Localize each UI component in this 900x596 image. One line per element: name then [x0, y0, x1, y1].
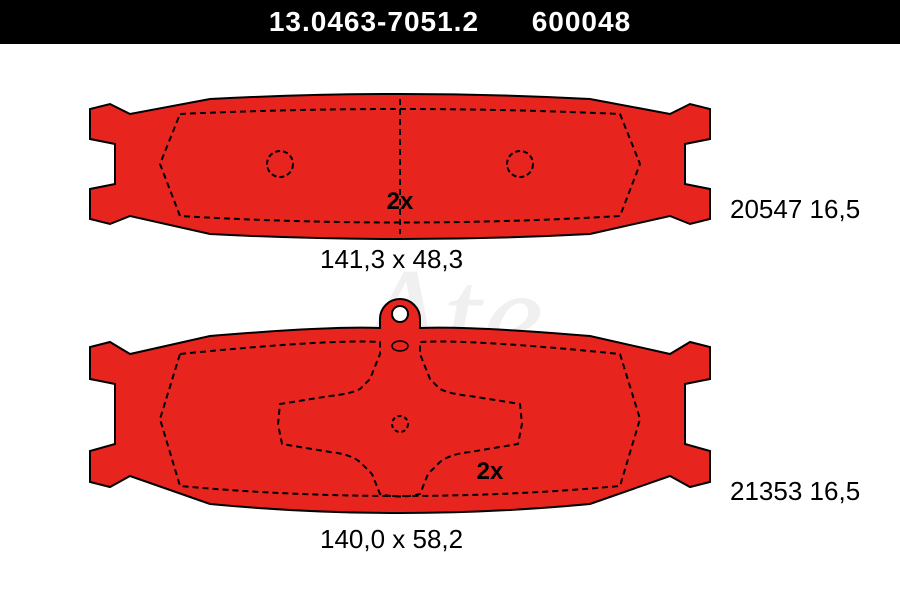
bottom-pad-backplate [90, 299, 710, 513]
top-pad-refcode: 20547 16,5 [730, 194, 860, 225]
top-pad-group: 2x [90, 94, 710, 239]
bottom-pad-refcode: 21353 16,5 [730, 476, 860, 507]
bottom-pad-group: 2x [90, 299, 710, 513]
bottom-pad-qty: 2x [477, 458, 504, 485]
top-pad-dimensions: 141,3 x 48,3 [320, 244, 463, 275]
part-number: 13.0463-7051.2 [269, 6, 479, 37]
header-code: 600048 [532, 6, 631, 37]
header-bar: 13.0463-7051.2 600048 [0, 0, 900, 44]
top-pad-backplate [90, 94, 710, 239]
brake-pads-svg: Ate 2x [0, 44, 900, 594]
diagram-container: 13.0463-7051.2 600048 Ate 2x [0, 0, 900, 596]
bottom-pad-clip-hole [392, 306, 408, 322]
diagram-area: Ate 2x [0, 44, 900, 594]
top-pad-qty: 2x [387, 188, 414, 215]
bottom-pad-dimensions: 140,0 x 58,2 [320, 524, 463, 555]
